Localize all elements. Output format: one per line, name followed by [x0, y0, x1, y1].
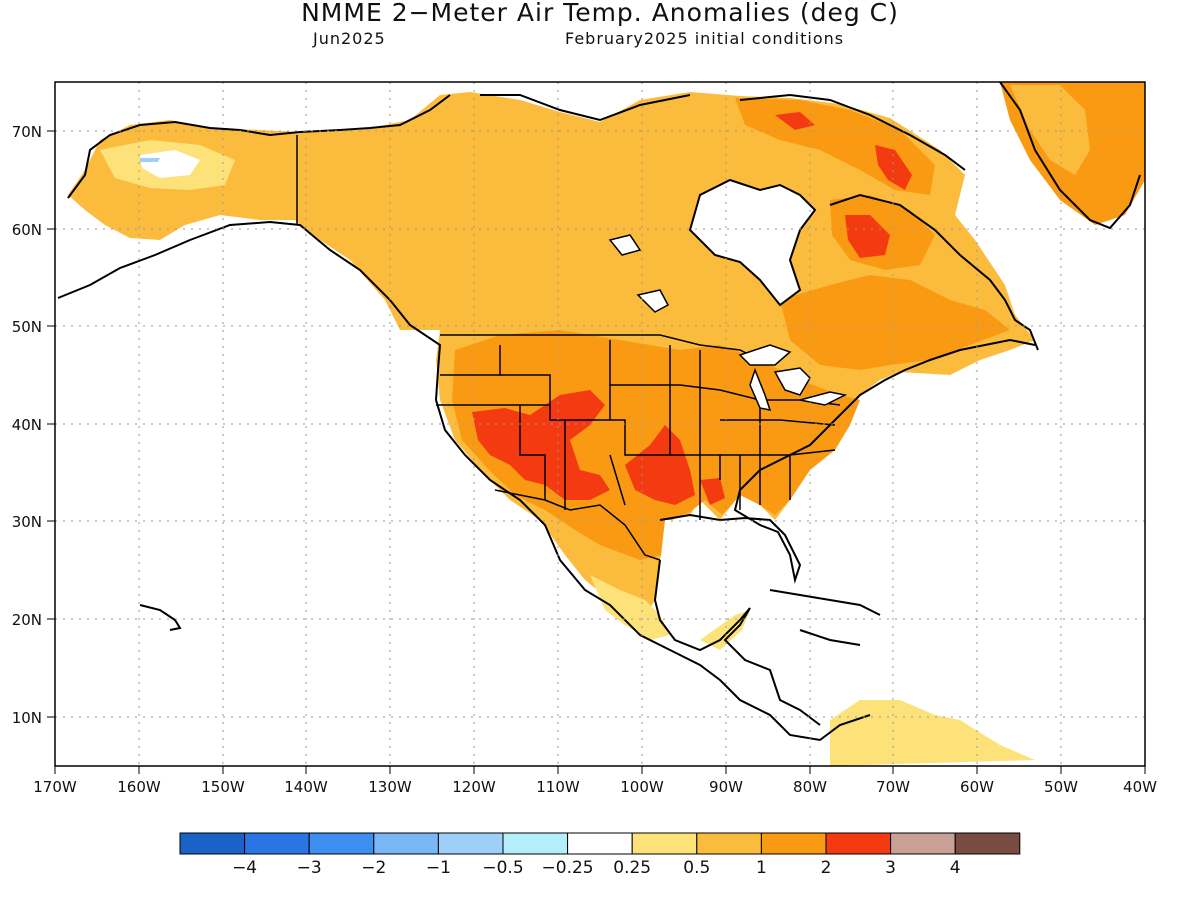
legend-label: −2 [361, 858, 386, 878]
lat-label: 40N [12, 416, 42, 434]
legend-swatch [373, 832, 439, 855]
lakes [608, 234, 848, 411]
legend-swatch [179, 832, 246, 855]
gulf-of-mexico [660, 520, 800, 640]
legend-swatch [954, 832, 1021, 855]
color-bar [179, 832, 1021, 855]
anomaly-2-3-plains [625, 425, 695, 505]
lon-label: 40W [1123, 778, 1157, 796]
legend-swatch [502, 832, 569, 855]
legend-swatch [825, 832, 892, 855]
lat-label: 30N [12, 513, 42, 531]
lon-label: 50W [1044, 778, 1078, 796]
anomaly-2-3-lowermiss [700, 478, 725, 505]
initial-conditions: February2025 initial conditions [565, 29, 845, 48]
anomaly-2-3-quebec [845, 215, 890, 258]
legend-swatch [631, 832, 698, 855]
legend-label: 2 [821, 858, 832, 878]
lon-label: 80W [793, 778, 827, 796]
legend-label: −0.5 [482, 858, 523, 878]
axis-ticks [47, 130, 1146, 774]
lat-label: 20N [12, 611, 42, 629]
anomaly-025-05-mexico [590, 575, 670, 640]
legend-label: 4 [950, 858, 961, 878]
legend-swatch [890, 832, 956, 855]
anomaly-2-3-southwest [472, 390, 610, 500]
legend-label: −4 [232, 858, 257, 878]
legend-label: 1 [756, 858, 767, 878]
anomaly-1-2-eastcanada [780, 275, 1010, 370]
latitude-labels: 70N 60N 50N 40N 30N 20N 10N [12, 123, 42, 727]
lon-label: 160W [117, 778, 161, 796]
legend-label: 0.5 [683, 858, 710, 878]
lon-label: 130W [368, 778, 412, 796]
lon-label: 60W [960, 778, 994, 796]
anomaly-2-3-ungava [875, 145, 912, 190]
legend-swatch [437, 832, 504, 855]
legend-label: −3 [297, 858, 322, 878]
political-borders [296, 135, 841, 561]
lon-label: 150W [201, 778, 245, 796]
lat-label: 60N [12, 221, 42, 239]
lon-label: 100W [620, 778, 664, 796]
legend-swatch [308, 832, 375, 855]
lat-label: 50N [12, 318, 42, 336]
coastlines [57, 82, 1141, 742]
legend-label: 0.25 [613, 858, 651, 878]
anomaly-neutral-alaska [140, 150, 200, 178]
lat-label: 70N [12, 123, 42, 141]
legend-label: −0.25 [542, 858, 594, 878]
lon-label: 120W [452, 778, 496, 796]
anomaly-2-3-baffin [775, 112, 815, 130]
legend-label: 3 [885, 858, 896, 878]
graticule [55, 82, 1145, 766]
forecast-month: Jun2025 [313, 29, 386, 48]
legend-swatch [567, 832, 633, 855]
anomaly-cold-alaska [140, 158, 160, 162]
hudson-bay [690, 180, 815, 305]
map-area [55, 82, 1145, 766]
caribbean-sea [735, 612, 1000, 720]
lon-label: 170W [33, 778, 77, 796]
longitude-labels: 170W 160W 150W 140W 130W 120W 110W 100W … [33, 778, 1157, 796]
lon-label: 90W [709, 778, 743, 796]
legend-swatch [244, 832, 310, 855]
anomaly-05-1-greenland [1010, 85, 1090, 175]
anomaly-025-05-northsa [830, 700, 1035, 766]
legend-swatch [696, 832, 762, 855]
lon-label: 110W [536, 778, 580, 796]
anomaly-025-05-caribbean [700, 610, 750, 650]
lon-label: 140W [284, 778, 328, 796]
lat-label: 10N [12, 709, 42, 727]
lon-label: 70W [876, 778, 910, 796]
map-title: NMME 2−Meter Air Temp. Anomalies (deg C) [301, 0, 899, 27]
legend-swatch [760, 832, 827, 855]
color-bar-labels: −4 −3 −2 −1 −0.5 −0.25 0.25 0.5 1 2 3 4 [232, 858, 961, 878]
legend-label: −1 [426, 858, 451, 878]
